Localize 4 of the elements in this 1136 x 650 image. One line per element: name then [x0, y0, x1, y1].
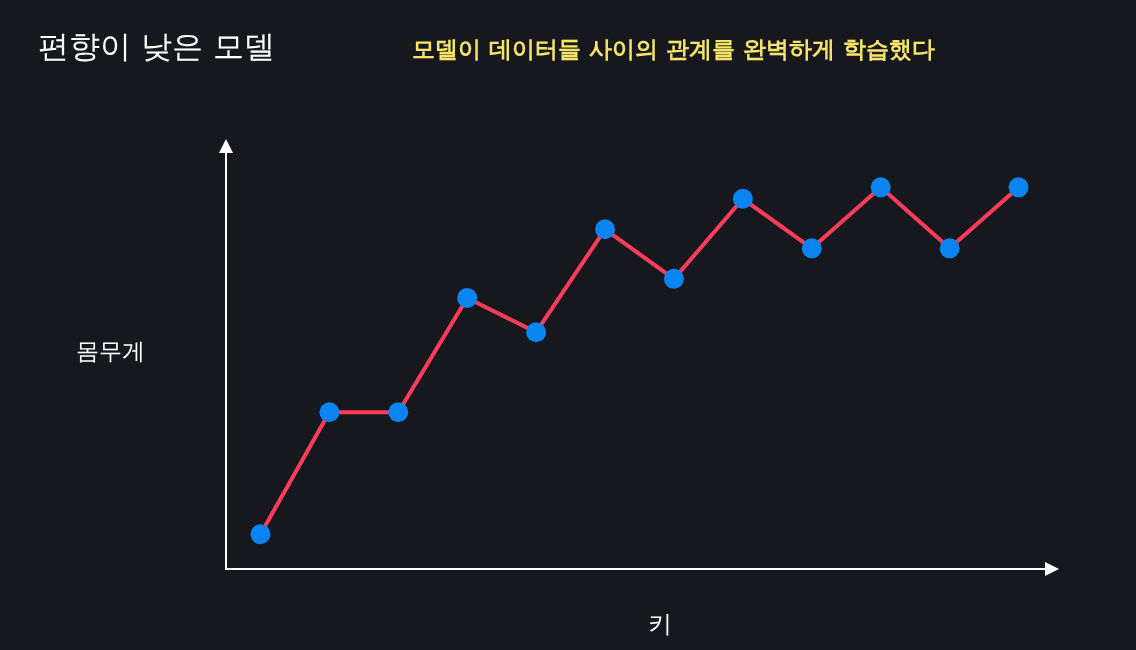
chart-subtitle: 모델이 데이터들 사이의 관계를 완벽하게 학습했다 — [412, 35, 936, 64]
x-axis-title: 키 — [648, 609, 672, 640]
chart-title: 편향이 낮은 모델 — [38, 27, 275, 66]
y-axis-title: 몸무게 — [76, 337, 145, 366]
